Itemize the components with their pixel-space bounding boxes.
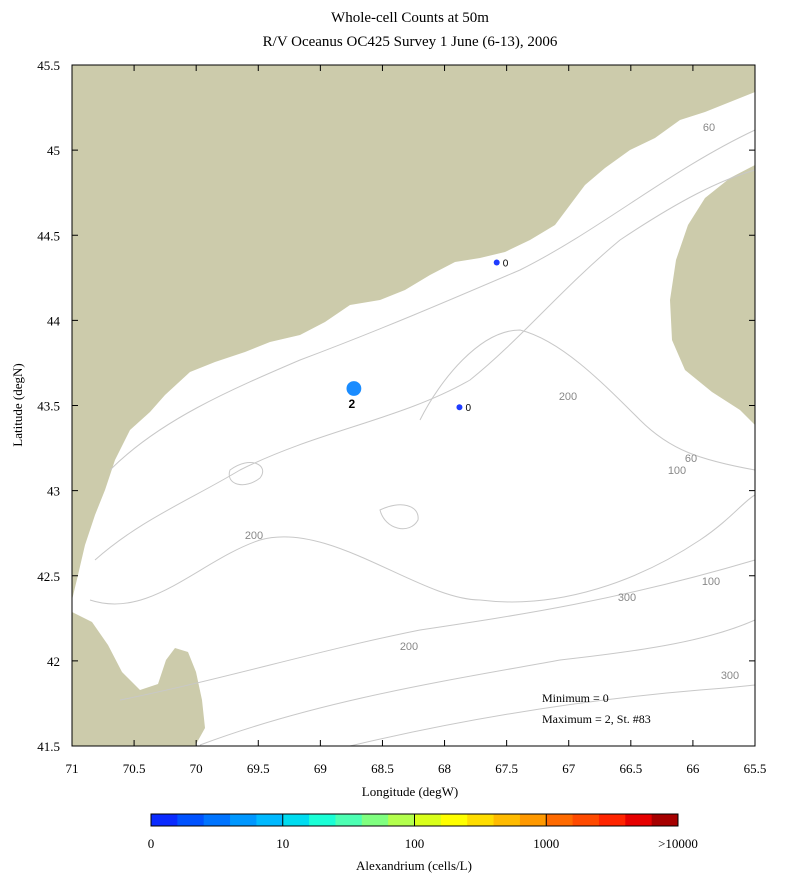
land xyxy=(72,65,755,746)
x-tick-label: 68.5 xyxy=(371,761,394,776)
colorbar-tick-label: 0 xyxy=(148,836,155,851)
colorbar-swatch xyxy=(151,814,178,826)
colorbar-tick-label: 10 xyxy=(276,836,289,851)
station-marker xyxy=(346,381,362,396)
x-tick-label: 66 xyxy=(686,761,700,776)
colorbar-swatch xyxy=(256,814,284,826)
contour-line xyxy=(119,559,756,701)
colorbar-tick-label: >10000 xyxy=(658,836,698,851)
colorbar-swatch xyxy=(335,814,363,826)
colorbar-swatch xyxy=(177,814,205,826)
x-tick-label: 69.5 xyxy=(247,761,270,776)
x-tick-label: 70 xyxy=(190,761,203,776)
y-tick-label: 43 xyxy=(47,484,60,499)
y-tick-label: 44.5 xyxy=(37,228,60,243)
bathymetry xyxy=(89,129,756,747)
y-tick-label: 44 xyxy=(47,313,61,328)
x-tick-label: 67 xyxy=(562,761,576,776)
contour-line xyxy=(89,494,756,605)
colorbar-swatch xyxy=(572,814,600,826)
colorbar-swatch xyxy=(414,814,442,826)
contour-label: 200 xyxy=(400,641,418,653)
colorbar-swatch xyxy=(493,814,521,826)
contour-label: 100 xyxy=(668,465,686,477)
mainland xyxy=(72,65,755,600)
annotation: Minimum = 0 xyxy=(542,691,609,705)
y-tick-label: 43.5 xyxy=(37,399,60,414)
colorbar-swatch xyxy=(282,814,310,826)
chart-title: Whole-cell Counts at 50m xyxy=(331,10,489,26)
colorbar-swatch xyxy=(651,814,679,826)
station-label: 0 xyxy=(503,258,509,269)
contour-line xyxy=(349,684,756,747)
station-label: 0 xyxy=(465,403,471,414)
contour-line xyxy=(94,169,756,561)
cape-cod xyxy=(72,612,205,746)
contour-label: 200 xyxy=(559,391,577,403)
contour-label: 100 xyxy=(702,576,720,588)
y-tick-label: 41.5 xyxy=(37,739,60,754)
colorbar-swatch xyxy=(309,814,336,826)
contour-line xyxy=(228,462,263,486)
y-tick-label: 42.5 xyxy=(37,569,60,584)
colorbar-swatch xyxy=(467,814,495,826)
colorbar-swatch xyxy=(203,814,231,826)
annotation: Maximum = 2, St. #83 xyxy=(542,712,651,726)
x-tick-label: 65.5 xyxy=(744,761,767,776)
station-marker xyxy=(493,259,500,266)
x-tick-label: 70.5 xyxy=(123,761,146,776)
colorbar-swatch xyxy=(625,814,653,826)
chart-subtitle: R/V Oceanus OC425 Survey 1 June (6-13), … xyxy=(263,34,558,50)
colorbar-label: Alexandrium (cells/L) xyxy=(356,858,472,873)
contour-label: 200 xyxy=(245,530,263,542)
contour-line xyxy=(199,619,756,746)
colorbar-swatch xyxy=(546,814,574,826)
x-tick-label: 67.5 xyxy=(495,761,518,776)
colorbar-swatch xyxy=(230,814,257,826)
colorbar-tick-label: 100 xyxy=(405,836,425,851)
x-tick-label: 66.5 xyxy=(619,761,642,776)
contour-line xyxy=(379,504,419,530)
stations: 2 0 0 xyxy=(346,258,509,414)
x-tick-label: 68 xyxy=(438,761,451,776)
colorbar-swatch xyxy=(361,814,389,826)
y-tick-label: 45 xyxy=(47,143,60,158)
contour-label: 300 xyxy=(721,670,739,682)
colorbar-swatch xyxy=(388,814,415,826)
colorbar-swatch xyxy=(598,814,626,826)
station-marker xyxy=(456,404,463,411)
colorbar-swatch xyxy=(440,814,468,826)
contour-line xyxy=(419,329,756,471)
y-tick-label: 42 xyxy=(47,654,60,669)
colorbar-swatch xyxy=(519,814,547,826)
contour-label: 60 xyxy=(703,122,715,134)
y-tick-label: 45.5 xyxy=(37,58,60,73)
contour-label: 60 xyxy=(685,453,697,465)
x-tick-label: 69 xyxy=(314,761,327,776)
y-axis-label: Latitude (degN) xyxy=(10,363,25,446)
x-axis-label: Longitude (degW) xyxy=(362,784,458,799)
contour-label: 300 xyxy=(618,592,636,604)
colorbar: 0 10 100 1000 >10000 xyxy=(148,813,698,851)
contour-line xyxy=(109,129,756,471)
x-tick-label: 71 xyxy=(66,761,79,776)
station-label: 2 xyxy=(349,397,356,411)
colorbar-tick-label: 1000 xyxy=(533,836,559,851)
nova-scotia xyxy=(670,165,755,425)
